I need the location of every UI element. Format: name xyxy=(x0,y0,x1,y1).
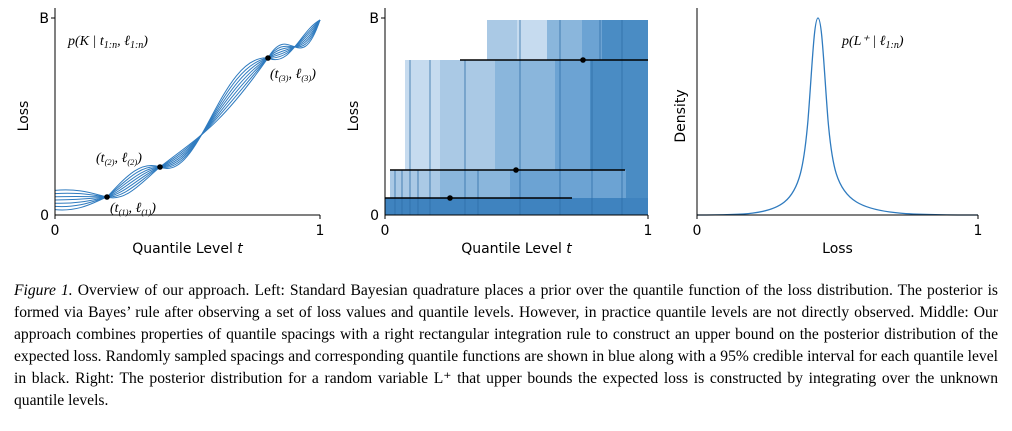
annotation-part: (2) xyxy=(105,157,115,167)
x-tick-label: 1 xyxy=(644,223,653,239)
annotation-part: , ℓ xyxy=(288,67,301,82)
y-tick-label: B xyxy=(39,11,49,27)
x-axis-label: Quantile Level t xyxy=(461,241,572,257)
quantile-curve xyxy=(54,19,321,198)
caption-text: Overview of our approach. Left: Standard… xyxy=(14,282,998,409)
block xyxy=(517,20,547,60)
annotation: p(L⁺ | ℓ1:n) xyxy=(841,34,904,51)
y-axis-label: Loss xyxy=(16,101,32,132)
x-tick-label: 0 xyxy=(693,223,702,239)
caption: Figure 1. Overview of our approach. Left… xyxy=(14,280,998,412)
caption-label: Figure 1. xyxy=(14,282,73,299)
block xyxy=(405,60,440,170)
annotation-part: ) xyxy=(310,67,316,82)
x-axis-label: Quantile Level t xyxy=(132,241,243,257)
density-curve xyxy=(696,17,979,216)
label-part: Loss xyxy=(822,241,853,257)
annotation-part: (3) xyxy=(301,73,311,83)
y-tick-label: B xyxy=(369,11,379,27)
annotation-part: p(K | t xyxy=(67,34,105,49)
block xyxy=(440,60,495,170)
annotation-part: (2) xyxy=(127,157,137,167)
quantile-curve xyxy=(54,19,321,201)
y-tick-label: 0 xyxy=(370,208,379,224)
observed-point xyxy=(104,194,110,200)
annotation-part: ) xyxy=(136,151,142,166)
annotation-part: (t xyxy=(96,151,106,166)
dividers xyxy=(394,20,623,215)
x-tick-label: 1 xyxy=(316,223,325,239)
quantile-curve xyxy=(54,19,321,211)
block xyxy=(495,60,555,170)
interval-points xyxy=(447,57,586,201)
annotation-part: , ℓ xyxy=(128,201,141,216)
y-axis-label: Density xyxy=(673,89,689,142)
block xyxy=(487,20,517,60)
annotation: (t(3), ℓ(3)) xyxy=(270,67,316,83)
x-tick-label: 1 xyxy=(974,223,983,239)
annotation-part: (3) xyxy=(279,73,289,83)
label-part: Quantile Level xyxy=(132,241,237,257)
annotation-part: ) xyxy=(142,34,148,49)
annotation-part: 1:n xyxy=(104,40,117,51)
block xyxy=(555,60,590,170)
credible-intervals xyxy=(385,59,648,199)
annotation: (t(2), ℓ(2)) xyxy=(96,151,142,167)
annotation: (t(1), ℓ(1)) xyxy=(110,201,156,217)
spacing-blocks xyxy=(385,20,648,215)
y-tick-label: 0 xyxy=(40,208,49,224)
block xyxy=(582,20,602,60)
annotation-part: (1) xyxy=(141,207,151,217)
annotation-part: 1:n xyxy=(130,40,143,51)
annotation-part: 1:n xyxy=(886,40,899,51)
block xyxy=(390,170,440,198)
annotation-part: ) xyxy=(150,201,156,216)
label-part: t xyxy=(566,241,572,257)
observed-point xyxy=(157,164,163,170)
y-axis-label: Loss xyxy=(346,101,362,132)
x-tick-label: 0 xyxy=(51,223,60,239)
label-part: t xyxy=(237,241,243,257)
annotation-part: p(L⁺ | ℓ xyxy=(841,34,886,49)
annotation-part: (1) xyxy=(119,207,129,217)
block xyxy=(440,170,510,198)
observed-point xyxy=(265,55,271,61)
annotation-part: ) xyxy=(898,34,904,49)
x-tick-label: 0 xyxy=(381,223,390,239)
x-axis-label: Loss xyxy=(822,241,853,257)
annotation-part: , ℓ xyxy=(114,151,127,166)
annotation: p(K | t1:n, ℓ1:n) xyxy=(67,34,148,51)
annotation-part: (t xyxy=(270,67,280,82)
block xyxy=(547,20,582,60)
annotation-part: (t xyxy=(110,201,120,216)
block xyxy=(385,198,648,215)
label-part: Quantile Level xyxy=(461,241,566,257)
annotation-part: , ℓ xyxy=(117,34,130,49)
